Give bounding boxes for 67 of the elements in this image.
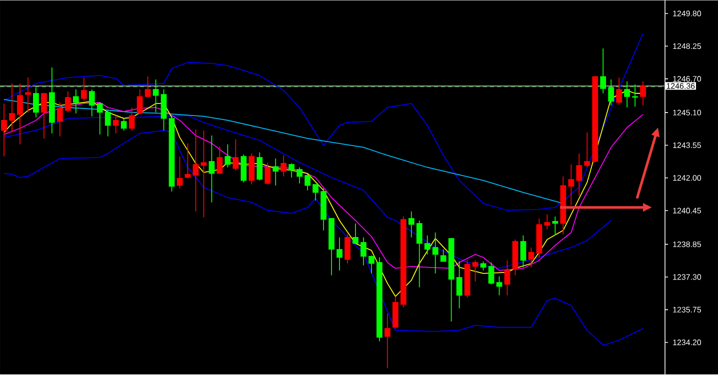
candlestick	[184, 142, 191, 179]
candlestick	[224, 144, 231, 168]
candlestick	[176, 156, 183, 189]
candlestick	[296, 167, 302, 184]
candlestick	[472, 260, 478, 282]
candlestick	[200, 130, 207, 218]
candlestick	[136, 89, 143, 115]
candlestick	[112, 115, 119, 134]
candlestick	[624, 80, 630, 108]
candlestick	[568, 164, 574, 206]
candlestick	[408, 211, 414, 238]
candlestick	[232, 138, 239, 171]
candlestick	[424, 235, 430, 255]
candlestick	[264, 162, 271, 185]
candlestick	[544, 214, 550, 230]
candlestick	[520, 235, 526, 268]
line-series	[4, 130, 644, 346]
candlestick	[416, 220, 422, 288]
candlestick	[496, 276, 502, 296]
candlestick	[280, 154, 287, 177]
candlestick	[312, 184, 318, 202]
candlestick	[80, 77, 87, 102]
candlestick	[352, 223, 358, 244]
candlestick	[288, 163, 295, 178]
candlestick	[25, 77, 31, 113]
candlestick	[368, 255, 374, 274]
candlestick	[552, 216, 558, 236]
candlestick	[56, 102, 63, 137]
candlestick	[104, 110, 111, 137]
candlestick	[384, 313, 390, 369]
candlestick	[192, 129, 199, 212]
candlestick	[336, 237, 342, 272]
candlestick	[152, 79, 159, 113]
candlestick	[576, 153, 582, 196]
candlestick	[640, 80, 646, 106]
candlestick	[504, 260, 510, 296]
candlestick	[9, 83, 15, 133]
candlestick	[144, 76, 151, 98]
candlestick	[41, 93, 47, 140]
candlestick	[432, 232, 438, 274]
candlestick	[304, 173, 310, 191]
candlestick	[608, 79, 614, 106]
candlestick	[17, 83, 23, 145]
candlestick	[480, 261, 486, 272]
candlestick	[128, 107, 135, 132]
candlestick	[344, 234, 350, 264]
candlestick	[216, 146, 223, 174]
candlestick	[208, 135, 215, 203]
candlestick	[456, 261, 462, 309]
candlestick	[528, 247, 534, 268]
candlestick	[440, 249, 446, 262]
candlestick	[616, 77, 622, 106]
candlestick	[88, 89, 95, 117]
line-series	[4, 33, 644, 211]
candlestick	[1, 103, 7, 157]
candlestick	[33, 87, 39, 118]
candlestick	[632, 84, 638, 107]
candlestick	[272, 158, 279, 186]
candlestick	[584, 132, 590, 168]
candlestick	[96, 102, 103, 136]
candlestick	[600, 48, 606, 94]
candlestick	[360, 237, 366, 266]
candlestick	[256, 152, 263, 181]
candlestick	[120, 118, 127, 132]
candlestick	[72, 89, 79, 114]
candlestick	[64, 91, 71, 113]
candlestick	[488, 262, 494, 285]
